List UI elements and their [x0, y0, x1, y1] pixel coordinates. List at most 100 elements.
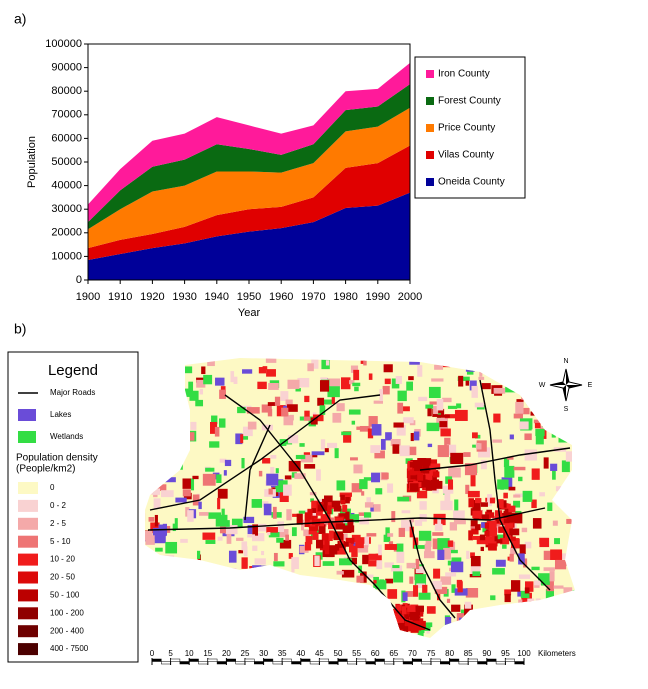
map-patch: [366, 533, 377, 537]
map-patch: [418, 530, 432, 541]
map-patch: [241, 557, 248, 569]
map-patch: [486, 512, 495, 518]
map-patch: [326, 505, 332, 515]
map-patch: [321, 358, 330, 370]
y-axis-label: Population: [26, 136, 38, 188]
map-patch: [351, 534, 361, 543]
scale-segment: [356, 658, 367, 662]
map-patch: [545, 358, 553, 359]
map-patch: [243, 426, 253, 437]
map-patch: [272, 506, 277, 519]
map-patch: [347, 519, 354, 528]
map-patch: [300, 454, 314, 463]
map-patch: [558, 369, 563, 376]
map-patch: [162, 477, 176, 483]
map-patch: [283, 484, 292, 496]
map-patch: [197, 607, 209, 613]
map-patch: [151, 372, 162, 383]
map-patch: [524, 581, 534, 592]
map-patch: [526, 395, 539, 406]
map-patch: [209, 615, 216, 626]
map-patch: [250, 642, 258, 652]
map-patch: [396, 604, 402, 611]
map-patch: [190, 421, 197, 430]
map-patch: [384, 378, 391, 385]
map-patch: [543, 358, 550, 368]
map-patch: [156, 394, 161, 399]
map-patch: [419, 501, 427, 510]
map-patch: [442, 485, 454, 494]
map-patch: [519, 421, 529, 430]
scale-segment: [421, 661, 432, 665]
map-patch: [332, 412, 342, 423]
map-patch: [414, 574, 427, 586]
map-patch: [523, 558, 528, 568]
map-patch: [242, 369, 253, 374]
map-patch: [513, 494, 521, 498]
map-patch: [442, 397, 452, 403]
map-patch: [364, 591, 377, 599]
map-patch: [407, 473, 413, 483]
map-patch: [539, 492, 545, 497]
map-patch: [562, 598, 572, 608]
map-patch: [464, 463, 478, 476]
scale-label: 95: [501, 649, 510, 658]
map-patch: [546, 362, 555, 366]
map-patch: [493, 387, 506, 394]
road: [409, 519, 456, 619]
map-patch: [283, 415, 294, 426]
map-patch: [444, 437, 451, 449]
map-patch: [397, 496, 410, 502]
map-patch: [454, 631, 464, 638]
map-patch: [241, 541, 248, 551]
map-patch: [325, 360, 330, 366]
road: [244, 424, 271, 521]
map-patch: [304, 395, 310, 403]
map-patch: [426, 606, 436, 614]
map-patch: [534, 584, 540, 588]
map-patch: [432, 532, 444, 536]
map-patch: [210, 421, 218, 434]
map-patch: [219, 526, 226, 534]
scale-segment: [300, 658, 311, 662]
map-patch: [311, 500, 320, 511]
map-patch: [382, 608, 396, 620]
map-patch: [472, 571, 481, 577]
map-patch: [295, 635, 306, 638]
map-patch: [291, 472, 297, 478]
map-patch: [258, 470, 263, 477]
map-patch: [145, 358, 146, 362]
map-patch: [361, 491, 365, 496]
map-patch: [542, 418, 554, 427]
legend-swatch: [426, 124, 434, 132]
map-patch: [410, 624, 419, 633]
map-patch: [481, 383, 491, 390]
map-patch: [466, 370, 474, 375]
map-patch: [324, 448, 329, 453]
map-patch: [393, 571, 404, 583]
scale-segment: [207, 658, 218, 662]
scale-segment: [179, 661, 190, 665]
map-patch: [158, 607, 171, 616]
map-patch: [210, 640, 213, 645]
map-patch: [312, 532, 319, 540]
map-patch: [519, 544, 526, 555]
scale-label: 70: [408, 649, 417, 658]
map-patch: [240, 434, 244, 444]
map-patch: [165, 541, 178, 554]
map-patch: [446, 598, 451, 603]
map-patch: [160, 490, 174, 498]
map-patch: [298, 510, 308, 514]
map-patch: [425, 480, 432, 491]
map-patch: [323, 634, 337, 638]
map-patch: [243, 546, 248, 557]
map-patch: [250, 638, 255, 647]
map-patch: [503, 458, 510, 468]
map-patch: [556, 632, 569, 638]
y-tick-label: 50000: [51, 156, 82, 168]
map-patch: [169, 432, 177, 438]
map-patch: [495, 559, 506, 567]
map-patch: [545, 611, 558, 623]
map-patch: [534, 580, 541, 586]
map-patch: [479, 534, 486, 541]
